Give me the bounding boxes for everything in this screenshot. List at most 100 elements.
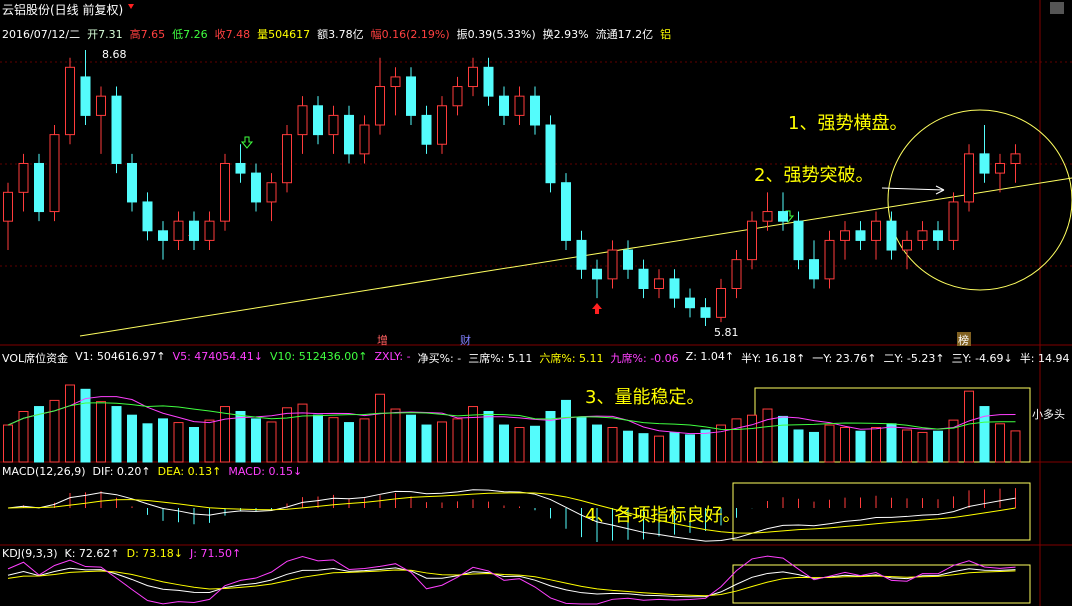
candle-body bbox=[437, 105, 447, 145]
candle-body bbox=[933, 230, 943, 241]
candle-body bbox=[297, 105, 308, 136]
volume-bar bbox=[685, 434, 695, 463]
candle-body bbox=[421, 114, 432, 145]
volume-bar bbox=[979, 406, 990, 463]
volume-bar bbox=[917, 431, 928, 463]
info-item: ZXLY: - bbox=[374, 350, 411, 363]
info-item: J: 71.50↑ bbox=[190, 547, 242, 560]
info-item: KDJ(9,3,3) bbox=[2, 547, 58, 560]
volume-bar bbox=[623, 430, 633, 463]
marker-bg bbox=[957, 332, 971, 346]
marker: 榜 bbox=[958, 334, 969, 347]
max-price-label: 8.68 bbox=[102, 48, 127, 61]
volume-bar bbox=[421, 424, 432, 463]
candle-body bbox=[840, 230, 850, 241]
volume-bar bbox=[638, 433, 649, 463]
candle-body bbox=[886, 220, 897, 251]
annotation: 4、各项指标良好。 bbox=[585, 505, 741, 526]
info-item: 2016/07/12/二 bbox=[2, 28, 81, 41]
volume-bar bbox=[266, 421, 277, 463]
volume-bar bbox=[700, 429, 711, 463]
info-item: 一Y: 23.76↑ bbox=[812, 352, 877, 365]
volume-bar bbox=[902, 429, 912, 463]
volume-bar bbox=[297, 403, 308, 463]
candle-body bbox=[313, 105, 323, 136]
arrow-head bbox=[935, 185, 945, 195]
candle-body bbox=[96, 95, 106, 116]
volume-bar bbox=[235, 410, 246, 463]
candle-body bbox=[654, 278, 664, 289]
candle-body bbox=[979, 153, 990, 174]
candle-body bbox=[948, 201, 959, 241]
volume-bar bbox=[127, 414, 137, 463]
info-item: 开7.31 bbox=[87, 28, 123, 41]
macd-info: MACD(12,26,9) DIF: 0.20↑ DEA: 0.13↑ MACD: 0… bbox=[2, 465, 302, 478]
info-item: D: 73.18↓ bbox=[126, 547, 184, 560]
candle-body bbox=[964, 153, 974, 203]
highlight-circle bbox=[887, 109, 1072, 291]
volume-bar bbox=[886, 423, 897, 463]
candle-body bbox=[824, 239, 835, 280]
candle-body bbox=[390, 76, 401, 88]
candle-body bbox=[34, 162, 44, 213]
candle-body bbox=[65, 66, 75, 136]
candle-body bbox=[638, 268, 649, 289]
annotation: 2、强势突破。 bbox=[754, 165, 874, 186]
dropdown-icon[interactable] bbox=[128, 4, 134, 9]
volume-bar bbox=[731, 418, 742, 463]
volume-bar bbox=[576, 417, 587, 463]
volume-bar bbox=[111, 406, 122, 463]
candle-body bbox=[251, 172, 261, 203]
info-item: V10: 512436.00↑ bbox=[270, 350, 368, 363]
volume-bar bbox=[220, 406, 230, 463]
candle-body bbox=[158, 230, 168, 241]
volume-ma5 bbox=[7, 396, 1016, 435]
volume-bar bbox=[778, 415, 788, 463]
candle-body bbox=[809, 259, 819, 280]
marker: 财 bbox=[460, 334, 471, 347]
trend-tag: 小多头 bbox=[1032, 408, 1065, 421]
volume-bar bbox=[282, 407, 292, 463]
info-item: 收7.48 bbox=[214, 28, 251, 41]
info-item: 铝 bbox=[660, 28, 672, 41]
buy-arrow bbox=[592, 303, 602, 314]
volume-bar bbox=[18, 410, 29, 463]
candle-body bbox=[328, 114, 339, 136]
candle-body bbox=[747, 220, 757, 261]
candle-body bbox=[127, 162, 137, 203]
info-item: 二Y: -5.23↑ bbox=[883, 352, 945, 365]
candle-body bbox=[917, 230, 928, 241]
info-item: 换2.93% bbox=[542, 28, 589, 41]
candle-body bbox=[530, 95, 540, 126]
candle-body bbox=[669, 278, 680, 299]
kdj-j bbox=[7, 555, 1016, 605]
volume-bar bbox=[468, 406, 478, 463]
candle-body bbox=[514, 95, 525, 116]
annotation: 1、强势横盘。 bbox=[788, 113, 908, 134]
candle-body bbox=[778, 211, 788, 222]
volume-bar bbox=[483, 410, 494, 463]
info-bar: 2016/07/12/二 开7.31 高7.65 低7.26 收7.48 量504617 额… bbox=[2, 26, 671, 42]
candle-body bbox=[359, 124, 370, 155]
info-item: 净买%: - bbox=[417, 352, 462, 365]
volume-bar bbox=[189, 427, 199, 463]
volume-bar bbox=[855, 430, 866, 463]
volume-bar bbox=[499, 424, 509, 463]
volume-bar bbox=[49, 399, 60, 463]
info-item: 低7.26 bbox=[172, 28, 208, 41]
candle-body bbox=[700, 307, 711, 318]
volume-bar bbox=[716, 424, 726, 463]
info-item: 三席%: 5.11 bbox=[468, 352, 533, 365]
marker: 增 bbox=[377, 334, 388, 347]
kdj-d bbox=[7, 569, 1016, 597]
volume-bar bbox=[344, 422, 354, 463]
volume-bar bbox=[328, 417, 339, 463]
window-button[interactable] bbox=[1050, 2, 1064, 14]
candle-body bbox=[623, 249, 633, 270]
volume-bar bbox=[375, 393, 385, 463]
sell-arrow bbox=[240, 136, 254, 149]
stock-title: 云铝股份(日线 前复权) bbox=[2, 3, 124, 17]
candle-body bbox=[406, 76, 416, 116]
